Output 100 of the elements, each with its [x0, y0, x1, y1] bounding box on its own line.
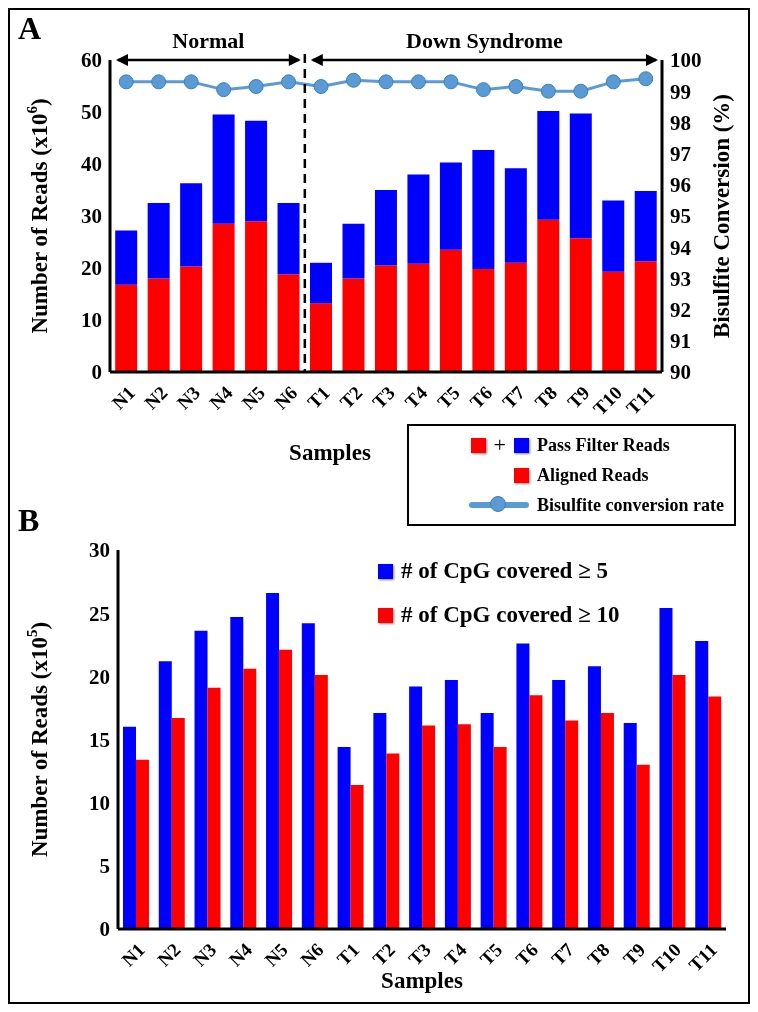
- bar: [493, 747, 507, 929]
- bar: [623, 723, 637, 929]
- x-tick-label: T9: [618, 938, 650, 970]
- y2-tick-label: 97: [670, 142, 691, 167]
- y2-tick-label: 92: [670, 298, 691, 323]
- x-axis-title: Samples: [381, 968, 463, 993]
- y-tick-label: 0: [99, 917, 110, 942]
- text: Normal: [172, 28, 245, 53]
- x-tick-label: N4: [205, 381, 237, 414]
- bar: [565, 720, 579, 929]
- bar: [243, 668, 257, 929]
- y-tick-label: 40: [81, 152, 102, 177]
- bar: [587, 666, 601, 929]
- y-tick-label: 25: [89, 601, 110, 626]
- x-tick-label: T8: [530, 381, 562, 413]
- bar: [136, 759, 150, 929]
- y-tick-label: 50: [81, 100, 102, 125]
- x-tick-label: T1: [303, 381, 334, 413]
- x-tick-label: T7: [498, 381, 530, 413]
- bar: [147, 203, 170, 279]
- x-tick-label: N2: [153, 938, 185, 971]
- bar: [407, 174, 430, 264]
- y2-tick-label: 98: [670, 110, 691, 135]
- bar: [310, 262, 333, 304]
- x-tick-label: T2: [368, 938, 400, 970]
- chart-title: A: [18, 10, 42, 47]
- bar: [279, 649, 293, 929]
- point: [573, 83, 589, 99]
- bar: [266, 592, 280, 929]
- y2-tick-label: 100: [670, 48, 702, 73]
- x-tick-label: T1: [332, 938, 364, 970]
- chart-title: B: [18, 502, 40, 539]
- x-tick-label: N6: [296, 938, 328, 971]
- bar: [516, 643, 530, 929]
- y-tick-label: 30: [81, 204, 102, 229]
- y2-tick-label: 91: [670, 329, 691, 354]
- bar: [374, 190, 397, 266]
- bar: [422, 725, 436, 929]
- legend-label: # of CpG covered ≥ 5: [401, 558, 609, 584]
- bar: [472, 269, 495, 372]
- bar: [407, 263, 430, 372]
- x-tick-label: N1: [107, 381, 140, 414]
- x-tick-label: T3: [368, 381, 399, 413]
- x-tick-label: N6: [270, 381, 302, 414]
- x-tick-label: T6: [465, 381, 497, 413]
- bar: [480, 712, 494, 929]
- bar: [314, 675, 328, 929]
- y-tick-label: 5: [99, 854, 110, 879]
- y-tick-label: 30: [89, 538, 110, 563]
- x-tick-label: N3: [172, 381, 204, 414]
- bar: [569, 238, 592, 372]
- legend-label: # of CpG covered ≥ 10: [401, 602, 620, 628]
- y-tick-label: 20: [89, 664, 110, 689]
- point: [118, 74, 134, 90]
- point: [183, 74, 199, 90]
- bar: [277, 203, 300, 275]
- y-tick-label: 0: [91, 360, 102, 385]
- bar: [457, 724, 471, 929]
- bar: [600, 712, 614, 929]
- x-tick-label: T4: [400, 381, 432, 413]
- x-tick-label: T11: [622, 381, 659, 419]
- bar: [695, 640, 709, 929]
- x-axis-title: Samples: [289, 440, 371, 465]
- y2-axis-title: Bisulfite Conversion (%): [709, 93, 735, 339]
- bar: [374, 265, 397, 372]
- x-tick-label: N3: [188, 938, 221, 971]
- bar: [602, 200, 625, 272]
- bar: [504, 168, 527, 263]
- point: [216, 82, 232, 98]
- x-tick-label: T3: [404, 938, 435, 970]
- point: [540, 83, 556, 99]
- bar: [301, 623, 315, 929]
- bar: [552, 680, 566, 929]
- bar: [444, 680, 458, 929]
- bar: [634, 191, 657, 262]
- bar: [180, 266, 203, 372]
- bar: [115, 230, 138, 285]
- bar: [207, 687, 221, 929]
- bar: [194, 630, 208, 929]
- bar: [472, 149, 495, 270]
- text: +: [493, 432, 506, 458]
- x-tick-label: T4: [440, 938, 471, 970]
- point: [638, 71, 654, 87]
- legend-label: Aligned Reads: [537, 464, 649, 486]
- bar: [569, 113, 592, 239]
- x-tick-label: T8: [583, 938, 614, 970]
- text: Down Syndrome: [406, 28, 563, 53]
- y-tick-label: 20: [81, 256, 102, 281]
- y2-tick-label: 93: [670, 266, 691, 291]
- bar: [350, 784, 364, 929]
- bar: [277, 274, 300, 372]
- point: [151, 74, 167, 90]
- y-tick-label: 60: [81, 48, 102, 73]
- x-tick-label: T11: [684, 938, 721, 976]
- point: [313, 79, 329, 95]
- point: [443, 74, 459, 90]
- bar: [659, 608, 673, 929]
- bar: [373, 712, 387, 929]
- bar: [310, 303, 333, 372]
- bar: [634, 261, 657, 372]
